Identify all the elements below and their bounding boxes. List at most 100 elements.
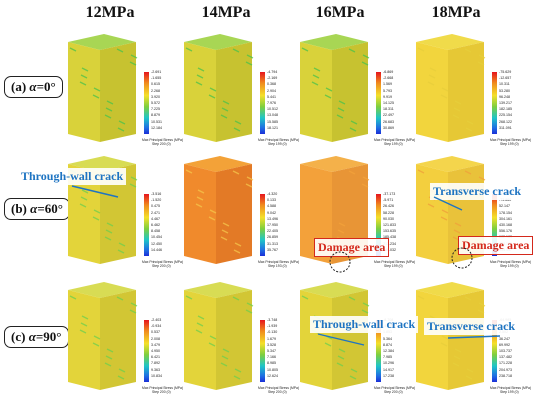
stress-streak	[195, 329, 203, 334]
stress-streak	[478, 54, 486, 59]
stress-streak	[92, 342, 100, 347]
colorbar-tick-label: 31.313	[267, 241, 278, 246]
callout-damage-area-60-18mpa: Damage area	[458, 236, 534, 255]
colorbar-5	[144, 194, 149, 256]
stress-streak	[79, 329, 87, 334]
colorbar-tick-label: -1.655	[151, 76, 162, 81]
colorbar-tick-label: 268.122	[499, 119, 512, 124]
stress-streak	[93, 209, 101, 214]
colorbar-tick-label: 7.985	[383, 355, 392, 360]
stress-streak	[104, 114, 112, 119]
block-front-face	[416, 42, 448, 142]
colorbar-tick-label: -3.748	[267, 318, 278, 322]
stress-streak	[453, 229, 461, 234]
stress-streak	[104, 236, 112, 241]
colorbar-tick-label: 225.154	[499, 113, 512, 118]
colorbar-tick-label: 2.268	[151, 88, 160, 93]
stress-streak	[361, 61, 369, 66]
colorbar-tick-label: 171.228	[499, 361, 512, 366]
block-top-face	[184, 34, 252, 50]
stress-streak	[464, 48, 472, 53]
colorbar-caption-6: Max Principal Stress (MPa) Step 193 (0)	[258, 260, 299, 269]
colorbar-ticks-5: -3.516 -1.520 0.475 2.471 4.467 6.462 8.458 10.…	[151, 192, 162, 255]
colorbar-tick-label: 30.869	[383, 125, 394, 130]
colorbar-caption-5: Max Principal Stress (MPa) Step 200 (0)	[142, 260, 183, 269]
colorbar-tick-label: 90.030	[383, 216, 394, 221]
stress-streak	[441, 87, 449, 92]
stress-streak	[222, 222, 230, 227]
stress-streak	[428, 74, 436, 79]
colorbar-ticks-1: -2.691 -1.655 0.615 2.268 3.920 5.572 7.225 8.8…	[151, 70, 162, 133]
stress-streak	[349, 375, 357, 380]
block-top-face	[68, 282, 136, 298]
colorbar-tick-label: 204.973	[499, 367, 512, 372]
stress-streak	[105, 229, 113, 234]
colorbar-tick-label: 52.147	[499, 204, 510, 209]
stress-streak	[349, 127, 357, 132]
colorbar-tick-label: -73.860	[499, 198, 512, 203]
caption-step: Step 199 (0)	[500, 142, 519, 147]
caption-step: Step 193 (0)	[268, 264, 287, 269]
stress-streak	[209, 209, 217, 214]
colorbar-ticks-10: -3.748 -1.939 -0.130 1.679 3.528 5.347 7.166 8.…	[267, 318, 278, 381]
colorbar-caption-3: Max Principal Stress (MPa) Step 199 (0)	[374, 138, 415, 147]
stress-streak	[311, 81, 319, 86]
stress-streak	[417, 295, 425, 300]
colorbar-tick-label: 69.992	[499, 342, 510, 347]
colorbar-tick-label: 1.679	[267, 336, 276, 341]
stress-streak	[130, 176, 138, 181]
caption-step: Step 199 (0)	[384, 142, 403, 147]
caption-step: Step 200 (0)	[384, 390, 403, 395]
colorbar-tick-label: 2.008	[151, 336, 160, 341]
colorbar-tick-label: 6.421	[151, 355, 160, 360]
stress-streak	[246, 302, 254, 307]
stress-streak	[361, 183, 369, 188]
colorbar-2	[260, 72, 265, 134]
stress-streak	[79, 203, 87, 208]
stress-streak	[465, 127, 473, 132]
stress-streak	[106, 100, 114, 105]
stress-streak	[348, 296, 356, 301]
colorbar-tick-label: 10.454	[151, 235, 162, 240]
colorbar-tick-label: 13.496	[267, 216, 278, 221]
stress-streak	[196, 196, 204, 201]
stress-streak	[477, 309, 485, 314]
colorbar-ticks-6: -4.320 0.133 4.588 9.042 13.496 17.950 22.405 2…	[267, 192, 278, 255]
stress-streak	[106, 348, 114, 353]
colorbar-tick-label: 121.833	[383, 222, 396, 227]
colorbar-tick-label: 8.458	[151, 229, 160, 234]
colorbar-tick-label: 58.228	[383, 210, 394, 215]
caption-step: Step 200 (0)	[268, 390, 287, 395]
stress-streak	[69, 47, 77, 52]
stress-streak	[313, 189, 321, 194]
stress-streak	[233, 127, 241, 132]
stress-streak	[350, 120, 358, 125]
stress-streak	[220, 362, 228, 367]
colorbar-tick-label: 3.920	[151, 94, 160, 99]
stress-streak	[337, 107, 345, 112]
colorbar-tick-label: 10.512	[267, 107, 278, 112]
colorbar-caption-9: Max Principal Stress (MPa) Step 200 (0)	[142, 386, 183, 395]
colorbar-tick-label: 153.635	[383, 229, 396, 234]
caption-title: Max Principal Stress (MPa)	[374, 260, 416, 264]
stress-streak	[466, 120, 474, 125]
stress-streak	[245, 309, 253, 314]
colorbar-tick-label: -2.668	[383, 76, 394, 81]
stress-streak	[185, 169, 193, 174]
stress-streak	[118, 120, 126, 125]
colorbar-caption-12: Max Principal Stress (MPa) Step 199 (0)	[490, 386, 531, 395]
colorbar-tick-label: 217.234	[383, 241, 396, 246]
stress-streak	[234, 368, 242, 373]
stress-streak	[221, 229, 229, 234]
caption-title: Max Principal Stress (MPa)	[490, 260, 532, 264]
stress-streak	[348, 170, 356, 175]
stress-streak	[466, 368, 474, 373]
colorbar-tick-label: 18.311	[383, 107, 394, 112]
colorbar-ticks-7: -37.173 -5.971 26.426 58.228 90.030 121.833 15…	[383, 192, 396, 255]
stress-streak	[221, 355, 229, 360]
stress-streak	[464, 296, 472, 301]
stress-streak	[361, 309, 369, 314]
colorbar-tick-label: 5.572	[151, 100, 160, 105]
colorbar-tick-label: 185.438	[383, 235, 396, 240]
stress-streak	[92, 94, 100, 99]
